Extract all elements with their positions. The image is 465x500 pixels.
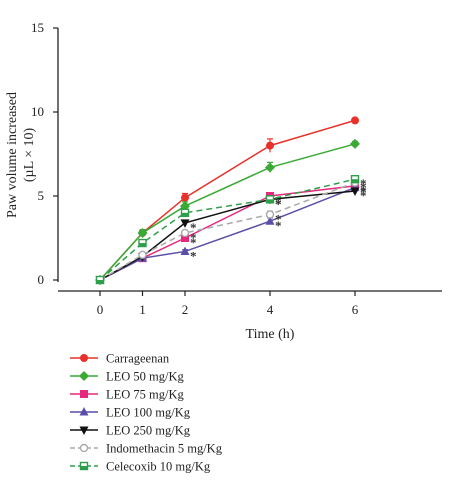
legend-item-6-marker-fill xyxy=(80,466,88,470)
legend-item-3-label: LEO 100 mg/Kg xyxy=(106,406,191,420)
legend-item-0-marker xyxy=(80,354,88,362)
series-3-significance-3: * xyxy=(275,218,282,233)
series-6-point-4 xyxy=(350,174,360,184)
series-4-significance-3: * xyxy=(275,196,282,211)
series-6: ** xyxy=(95,174,367,285)
series-2-significance-2: * xyxy=(190,235,197,250)
legend-item-2-marker xyxy=(80,390,88,398)
series-6-point-2 xyxy=(180,208,190,218)
series-4-line xyxy=(99,190,356,281)
series-3-point-2 xyxy=(180,246,190,255)
series-6-point-3 xyxy=(265,195,275,204)
series-6-point-0-fill xyxy=(96,280,104,284)
legend-item-0-label: Carrageenan xyxy=(106,352,170,366)
series-6-point-1-fill xyxy=(139,243,146,247)
legend-item-1-label: LEO 50 mg/Kg xyxy=(106,370,185,384)
series-3-significance-4: * xyxy=(360,185,367,200)
series-6-significance-4: * xyxy=(360,176,367,191)
legend-item-3: LEO 100 mg/Kg xyxy=(70,406,191,420)
legend-item-5-label: Indomethacin 5 mg/Kg xyxy=(106,442,223,456)
series-0-point-4 xyxy=(351,116,359,125)
ticks: 0 5 10 15 0 1 2 4 6 xyxy=(31,20,359,317)
series-5-significance-3: * xyxy=(275,211,282,226)
legend-item-2-label: LEO 75 mg/Kg xyxy=(106,388,185,402)
legend-item-4-label: LEO 250 mg/Kg xyxy=(106,424,191,438)
series-5: *** xyxy=(95,178,367,285)
x-axis-title: Time (h) xyxy=(246,327,295,342)
series-5-significance-2: * xyxy=(190,230,197,245)
series-6-point-4-fill xyxy=(351,179,359,183)
series-6-point-1 xyxy=(138,238,147,248)
legend-item-2: LEO 75 mg/Kg xyxy=(70,388,185,402)
x-tick-label-2: 2 xyxy=(182,302,189,317)
series-3: *** xyxy=(95,182,367,284)
series-0-line xyxy=(99,119,356,281)
legend-item-3-marker xyxy=(79,407,89,416)
legend-item-4: LEO 250 mg/Kg xyxy=(70,424,191,438)
series-5-point-3 xyxy=(265,210,275,219)
y-tick-label-15: 15 xyxy=(31,20,44,35)
series-4-point-4 xyxy=(350,187,360,196)
axes xyxy=(57,28,442,292)
y-tick-label-10: 10 xyxy=(31,104,44,119)
x-tick-label-0: 0 xyxy=(97,302,104,317)
legend: Carrageenan LEO 50 mg/Kg LEO 75 mg/Kg LEO 1… xyxy=(70,352,223,474)
series-6-line xyxy=(99,178,356,281)
y-axis-unit: (µL × 10) xyxy=(22,128,37,183)
series-0-point-2 xyxy=(181,193,189,202)
y-tick-label-5: 5 xyxy=(38,188,45,203)
series-6-point-2-fill xyxy=(181,212,189,217)
series-5-line xyxy=(99,181,356,281)
series-5-point-2 xyxy=(180,228,190,238)
series-3-significance-2: * xyxy=(190,248,197,263)
series-6-significance-3: * xyxy=(275,196,282,211)
series-5-significance-4: * xyxy=(360,180,367,195)
series-4-significance-4: * xyxy=(360,188,367,203)
series-2-point-2 xyxy=(181,234,189,242)
legend-item-5: Indomethacin 5 mg/Kg xyxy=(70,442,223,456)
legend-item-6-marker xyxy=(79,461,89,471)
series-4: *** xyxy=(95,187,367,285)
y-axis-title: Paw volume increased xyxy=(5,92,20,218)
series-0-point-3 xyxy=(266,141,274,150)
legend-item-4-marker xyxy=(79,426,89,435)
series-2: *** xyxy=(96,181,367,284)
series-1 xyxy=(95,138,360,285)
legend-item-5-marker xyxy=(79,443,89,453)
y-tick-label-0: 0 xyxy=(38,272,45,287)
series-1-point-2 xyxy=(180,201,190,212)
x-tick-label-6: 6 xyxy=(352,302,359,317)
legend-item-1-marker xyxy=(79,371,89,381)
series-4-significance-2: * xyxy=(190,220,197,235)
series-1-point-4 xyxy=(350,138,360,149)
x-tick-label-4: 4 xyxy=(267,302,274,317)
series-group: ************** xyxy=(95,116,367,285)
legend-item-6-label: Celecoxib 10 mg/Kg xyxy=(106,460,211,474)
series-2-significance-4: * xyxy=(360,183,367,198)
series-5-point-1 xyxy=(138,250,147,260)
legend-item-6: Celecoxib 10 mg/Kg xyxy=(70,460,211,474)
series-2-significance-3: * xyxy=(275,193,282,208)
series-4-point-2 xyxy=(180,219,190,228)
series-6-point-3-fill xyxy=(266,199,274,203)
series-6-point-0 xyxy=(95,275,105,285)
series-3-line xyxy=(99,186,356,281)
series-1-point-3 xyxy=(265,162,275,173)
legend-item-0: Carrageenan xyxy=(70,352,170,366)
x-tick-label-1: 1 xyxy=(139,302,146,317)
series-1-point-1 xyxy=(137,227,148,238)
legend-item-1: LEO 50 mg/Kg xyxy=(70,370,185,384)
series-3-point-3 xyxy=(265,216,275,225)
